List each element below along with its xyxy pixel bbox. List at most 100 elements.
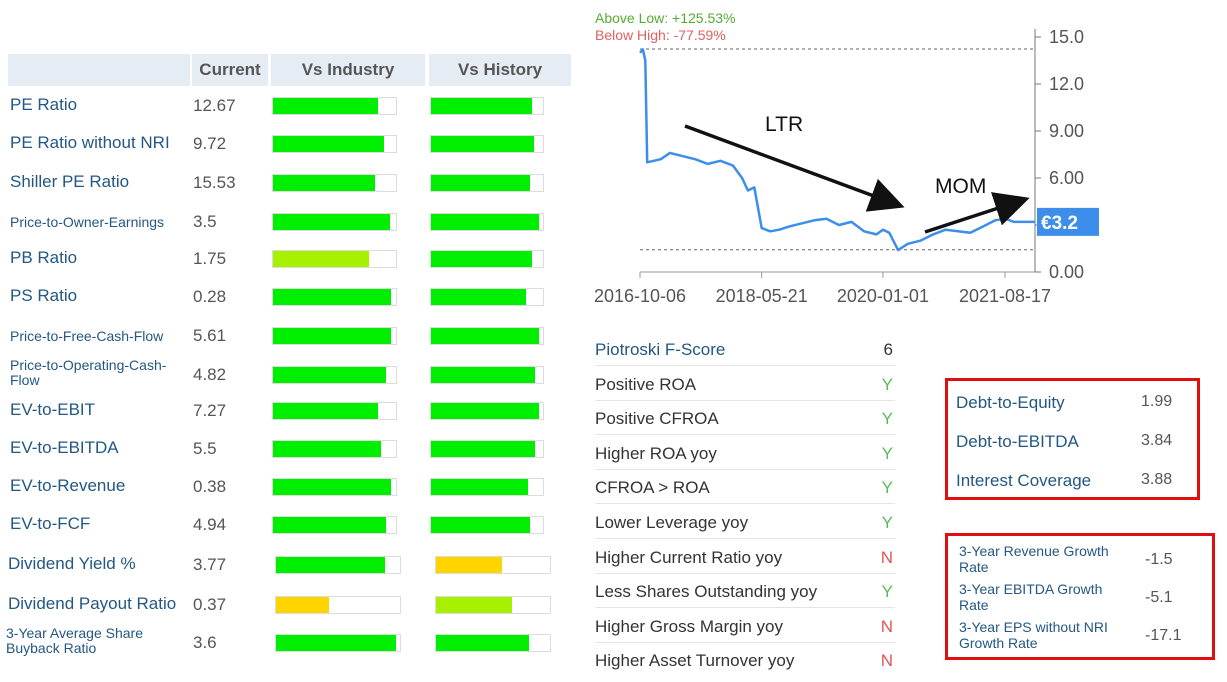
valuation-row: Price-to-Free-Cash-Flow 5.61: [0, 316, 580, 354]
fscore-label: Lower Leverage yoy: [595, 513, 749, 532]
metric-name[interactable]: Price-to-Free-Cash-Flow: [10, 328, 164, 344]
debt-metric-label[interactable]: Interest Coverage: [956, 471, 1092, 490]
metric-name[interactable]: Dividend Yield %: [8, 554, 136, 573]
fscore-row: Positive CFROA Y: [595, 401, 895, 436]
debt-metric-value: 3.88: [1141, 471, 1173, 488]
history-bar-fill: [431, 441, 536, 457]
metric-name[interactable]: Shiller PE Ratio: [10, 172, 130, 191]
industry-bar: [272, 135, 397, 153]
history-bar-fill: [431, 367, 536, 383]
valuation-row: PE Ratio 12.67: [0, 86, 580, 124]
history-bar: [430, 440, 544, 458]
growth-metric-label[interactable]: 3-Year EPS without NRI Growth Rate: [959, 619, 1108, 651]
industry-bar-fill: [273, 441, 382, 457]
y-tick-label: 12.0: [1049, 74, 1084, 94]
metric-name[interactable]: PE Ratio without NRI: [10, 133, 170, 152]
metric-name[interactable]: Dividend Payout Ratio: [8, 594, 177, 613]
fscore-flag: Y: [881, 513, 893, 532]
y-tick-label: 15.0: [1049, 27, 1084, 47]
fscore-label: Higher Gross Margin yoy: [595, 616, 784, 636]
industry-bar-fill: [273, 214, 390, 230]
debt-box: Debt-to-Equity 1.99 Debt-to-EBITDA 3.84 Inte…: [945, 378, 1200, 500]
fscore-flag: Y: [881, 478, 893, 498]
fscore-label: Positive ROA: [595, 374, 697, 394]
metric-value: 0.37: [193, 595, 227, 614]
fscore-value: 6: [883, 340, 893, 359]
x-tick-label: 2016-10-06: [594, 286, 686, 306]
industry-bar: [272, 174, 397, 192]
metric-name[interactable]: 3-Year Average Share Buyback Ratio: [6, 625, 143, 656]
fscore-row: Higher Gross Margin yoy N: [595, 609, 895, 643]
metric-value: 0.28: [193, 287, 227, 306]
history-bar-fill: [431, 517, 530, 533]
industry-bar: [272, 288, 397, 306]
history-bar-fill: [436, 635, 530, 651]
metric-value: 3.6: [193, 633, 217, 652]
history-bar: [430, 213, 544, 231]
valuation-row: EV-to-EBITDA 5.5: [0, 429, 580, 467]
metric-name[interactable]: EV-to-Revenue: [10, 476, 126, 495]
debt-metric-label[interactable]: Debt-to-Equity: [956, 393, 1065, 412]
history-bar-fill: [436, 597, 513, 613]
history-bar: [430, 250, 544, 268]
history-bar: [430, 516, 544, 534]
history-bar-fill: [431, 251, 532, 267]
fscore-row: Higher Current Ratio yoy N: [595, 540, 895, 574]
metric-value: 5.5: [193, 439, 217, 458]
industry-bar: [272, 402, 397, 420]
industry-bar: [275, 556, 401, 574]
fscore-label[interactable]: Piotroski F-Score: [595, 340, 726, 359]
metric-name[interactable]: PS Ratio: [10, 286, 78, 305]
industry-bar-fill: [276, 635, 397, 651]
debt-metric-value: 1.99: [1141, 393, 1173, 410]
industry-bar: [275, 596, 401, 614]
fscore-flag: Y: [881, 582, 893, 602]
metric-value: 1.75: [193, 249, 227, 268]
ltr-trend-arrow: [684, 124, 905, 212]
fscore-row: Positive ROA Y: [595, 367, 895, 401]
metric-name[interactable]: Price-to-Owner-Earnings: [10, 214, 165, 230]
history-bar-fill: [431, 175, 530, 191]
valuation-row: Dividend Payout Ratio 0.37: [0, 585, 580, 623]
metric-name[interactable]: PB Ratio: [10, 248, 78, 267]
fscore-label: Higher Asset Turnover yoy: [595, 651, 795, 671]
above-low-label: Above Low: +125.53%: [595, 10, 736, 26]
growth-metric-label[interactable]: 3-Year EBITDA Growth Rate: [959, 581, 1103, 613]
valuation-row: Shiller PE Ratio 15.53: [0, 163, 580, 201]
valuation-row: PB Ratio 1.75: [0, 239, 580, 277]
metric-value: 9.72: [193, 134, 227, 153]
valuation-row: EV-to-Revenue 0.38: [0, 467, 580, 505]
metric-name[interactable]: EV-to-FCF: [10, 514, 91, 533]
growth-metric-value: -1.5: [1145, 551, 1173, 568]
history-bar: [435, 634, 551, 652]
metric-value: 0.38: [193, 477, 227, 496]
metric-name[interactable]: EV-to-EBITDA: [10, 438, 119, 457]
metric-name[interactable]: EV-to-EBIT: [10, 400, 96, 419]
history-bar-fill: [431, 98, 532, 114]
history-bar: [435, 596, 551, 614]
header-blank: [8, 54, 190, 86]
x-tick-label: 2021-08-17: [959, 286, 1051, 306]
fscore-flag: N: [880, 547, 893, 567]
industry-bar: [272, 250, 397, 268]
metric-value: 3.5: [193, 212, 217, 231]
ltr-annotation: LTR: [765, 113, 803, 136]
metric-name[interactable]: PE Ratio: [10, 95, 78, 114]
fscore-flag: N: [880, 651, 893, 671]
fscore-flag: Y: [881, 409, 893, 429]
industry-bar-fill: [276, 557, 386, 573]
y-tick-label: 9.00: [1049, 121, 1084, 141]
growth-metric-label[interactable]: 3-Year Revenue Growth Rate: [959, 543, 1109, 575]
fscore-row: Higher Asset Turnover yoy N: [595, 643, 895, 677]
header-vs-industry: Vs Industry: [271, 54, 425, 86]
x-tick-label: 2020-01-01: [837, 286, 929, 306]
industry-bar-fill: [273, 289, 392, 305]
y-tick-label: 0.00: [1049, 262, 1084, 282]
history-bar: [430, 478, 544, 496]
metric-name[interactable]: Price-to-Operating-Cash-Flow: [10, 357, 167, 388]
fscore-row: Piotroski F-Score 6: [595, 332, 895, 366]
history-bar-fill: [431, 289, 527, 305]
valuation-row: 3-Year Average Share Buyback Ratio 3.6: [0, 623, 580, 661]
industry-bar-fill: [273, 251, 369, 267]
debt-metric-label[interactable]: Debt-to-EBITDA: [956, 432, 1079, 451]
